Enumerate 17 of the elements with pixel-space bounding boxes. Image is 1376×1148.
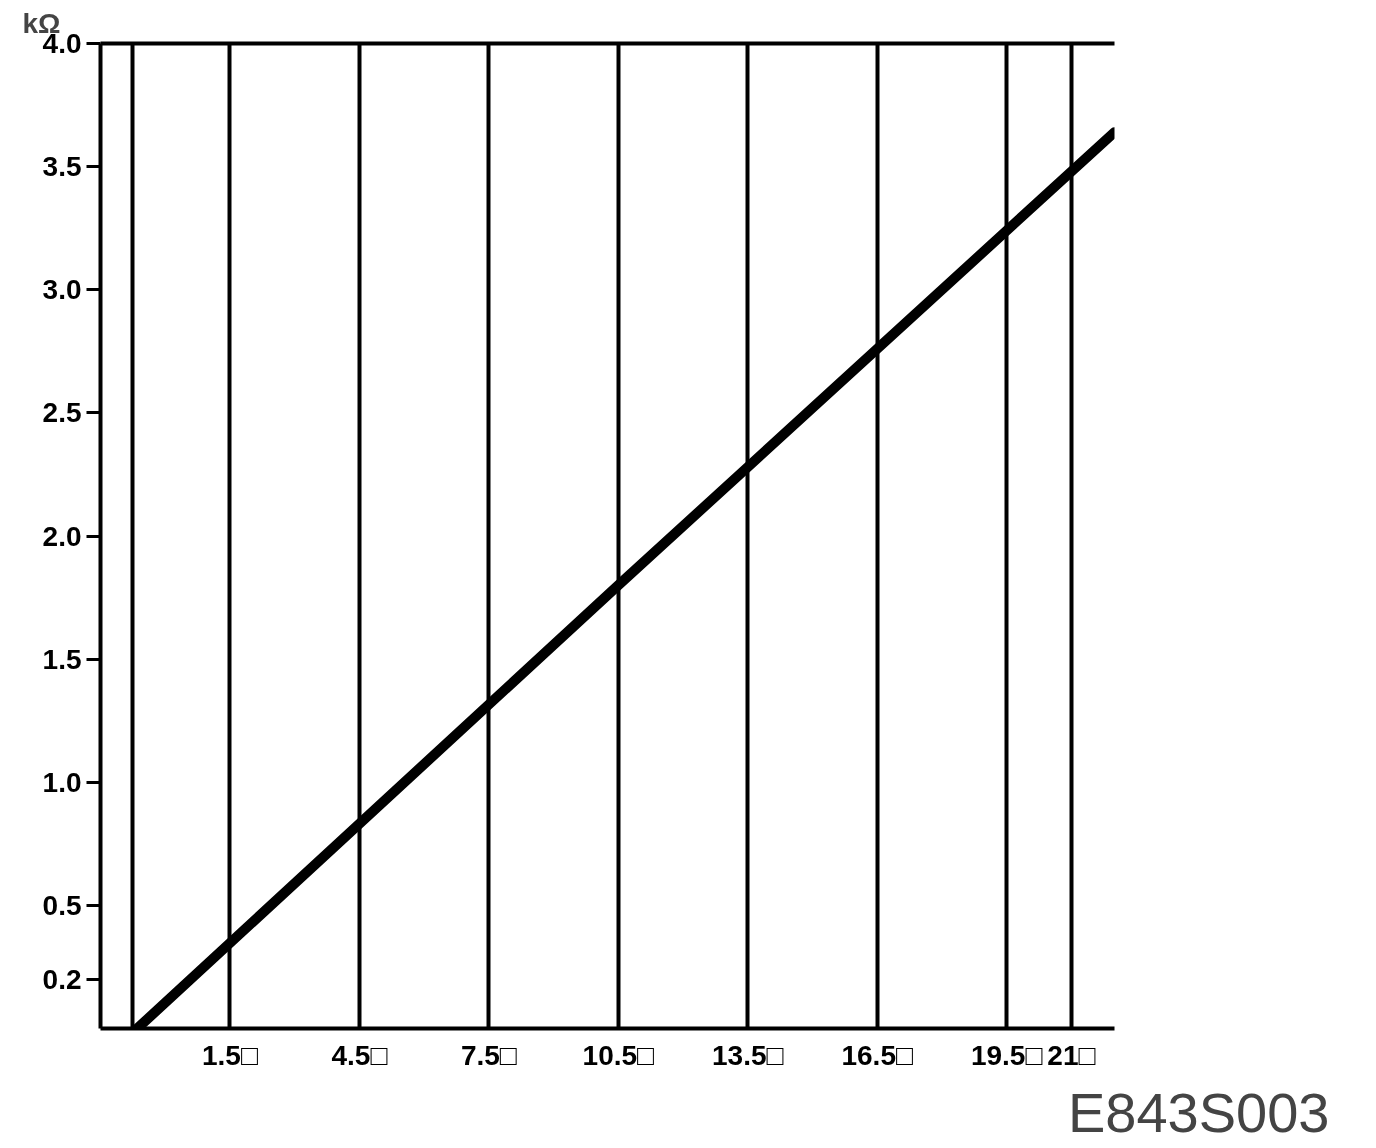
x-tick-label: 4.5□ <box>331 1039 388 1071</box>
y-tick-label: 3.0 <box>42 274 82 306</box>
y-tick-label: 1.0 <box>42 766 82 798</box>
y-tick-label: 0.5 <box>42 889 82 921</box>
x-tick-label: 10.5□ <box>582 1039 655 1071</box>
y-tick-label: 2.5 <box>42 397 82 429</box>
x-tick-label: 19.5□ <box>970 1039 1043 1071</box>
x-tick-label: 13.5□ <box>712 1039 784 1071</box>
x-tick-label: 7.5□ <box>460 1039 517 1071</box>
x-tick-label: 16.5□ <box>841 1039 913 1071</box>
x-tick-label: 21□ <box>1047 1039 1096 1071</box>
x-tick-label: 1.5□ <box>202 1039 258 1071</box>
y-tick-label: 3.5 <box>42 151 82 183</box>
y-tick-label: 0.2 <box>42 963 82 995</box>
text: E843S003 <box>1067 1080 1330 1144</box>
y-tick-label: 2.0 <box>42 520 82 552</box>
y-tick-label: 1.5 <box>42 643 82 675</box>
